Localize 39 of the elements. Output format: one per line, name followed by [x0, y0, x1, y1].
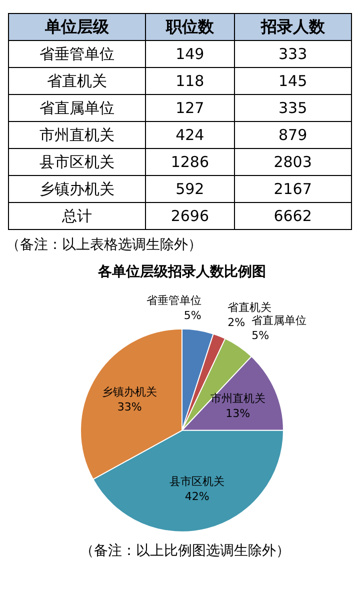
slice-label: 省直机关 — [228, 301, 272, 314]
category-label: 省直属单位 — [8, 94, 146, 122]
text: （备注：以上比例图选调生除外） — [79, 542, 291, 560]
slice-label: 市州直机关 — [210, 392, 266, 406]
data-label: 333 — [234, 40, 352, 68]
data-label: 118 — [146, 68, 234, 94]
data-label: 145 — [234, 68, 352, 94]
data-label: 5% — [252, 328, 270, 342]
data-label: 6662 — [234, 202, 352, 230]
data-label: 2803 — [234, 148, 352, 176]
slice-label: 省直属单位 — [252, 314, 307, 327]
slice-label: 县市区机关 — [170, 475, 225, 488]
data-label: 2% — [228, 316, 246, 330]
slice-label: 省垂管单位 — [146, 294, 202, 307]
category-label: 省垂管单位 — [8, 40, 146, 68]
text: 职位数 — [146, 14, 234, 40]
text: 单位层级 — [8, 14, 146, 40]
data-label: 592 — [146, 176, 234, 202]
category-label: 县市区机关 — [8, 148, 146, 176]
text: （备注：以上表格选调生除外） — [6, 236, 203, 254]
data-label: 879 — [234, 122, 352, 148]
data-label: 149 — [146, 40, 234, 68]
category-label: 总计 — [8, 202, 146, 230]
category-label: 乡镇办机关 — [8, 176, 146, 202]
data-label: 335 — [234, 94, 352, 122]
data-label: 2167 — [234, 176, 352, 202]
data-label: 13% — [226, 407, 250, 420]
data-label: 2696 — [146, 202, 234, 230]
data-label: 424 — [146, 122, 234, 148]
chart-title: 各单位层级招录人数比例图 — [97, 264, 266, 280]
text: 招录人数 — [234, 14, 352, 40]
data-label: 5% — [184, 308, 202, 322]
slice-label: 乡镇办机关 — [102, 385, 158, 398]
category-label: 市州直机关 — [8, 122, 146, 148]
data-label: 127 — [146, 94, 234, 122]
data-label: 1286 — [146, 148, 234, 176]
data-label: 42% — [184, 490, 210, 504]
category-label: 省直机关 — [8, 68, 146, 94]
data-label: 33% — [117, 400, 142, 414]
